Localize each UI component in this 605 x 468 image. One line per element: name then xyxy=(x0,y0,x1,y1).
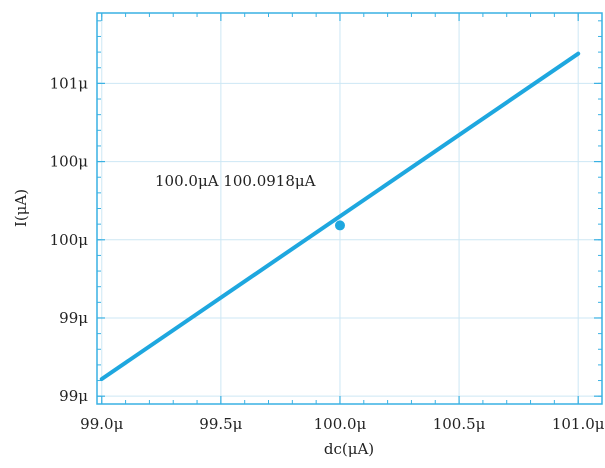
x-tick-label: 100.0μ xyxy=(314,415,367,433)
series-line xyxy=(99,51,581,381)
y-tick-label: 100μ xyxy=(50,153,89,171)
marker-point xyxy=(334,220,345,231)
y-tick-labels: 99μ 99μ 100μ 100μ 101μ xyxy=(50,74,89,405)
y-tick-label: 101μ xyxy=(50,74,89,92)
y-tick-label: 100μ xyxy=(50,231,89,249)
plot-frame xyxy=(96,12,603,405)
y-tick-label: 99μ xyxy=(59,387,88,405)
y-axis-label: I(μA) xyxy=(12,189,30,227)
x-tick-label: 99.0μ xyxy=(80,415,123,433)
x-tick-label: 101.0μ xyxy=(552,415,605,433)
y-tick-label: 99μ xyxy=(59,309,88,327)
grid xyxy=(97,13,602,404)
x-axis-label: dc(μA) xyxy=(324,440,374,458)
marker-label: 100.0μA 100.0918μA xyxy=(155,172,316,190)
x-tick-label: 99.5μ xyxy=(199,415,242,433)
x-tick-labels: 99.0μ 99.5μ 100.0μ 100.5μ 101.0μ xyxy=(80,415,605,433)
x-tick-label: 100.5μ xyxy=(433,415,486,433)
series-layer xyxy=(99,51,581,381)
